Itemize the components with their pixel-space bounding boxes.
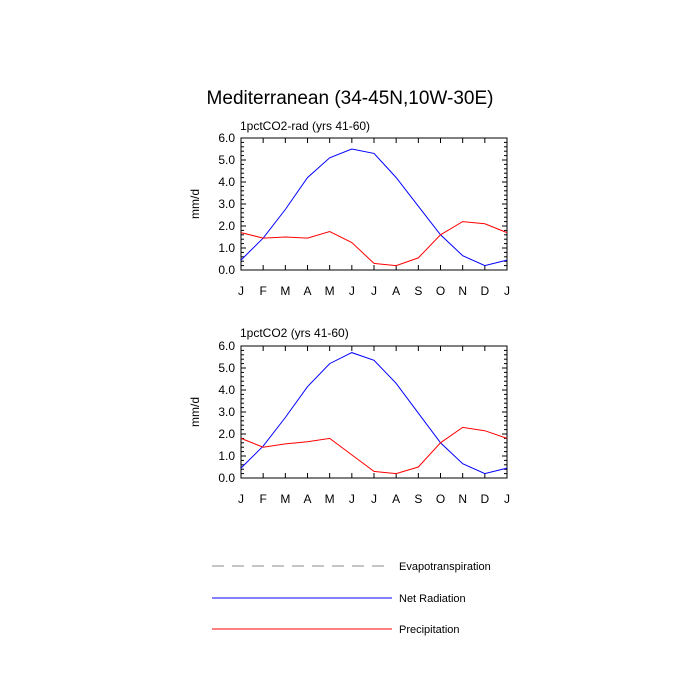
panel-top-ylabel: mm/d xyxy=(188,189,202,219)
panel-top-xtick-label: F xyxy=(259,284,266,298)
legend: Evapotranspiration Net Radiation Precipi… xyxy=(212,561,491,636)
legend-label-evapotranspiration: Evapotranspiration xyxy=(399,561,491,573)
panel-bottom-xtick-label: F xyxy=(259,492,266,506)
panel-bottom-ytick-label: 3.0 xyxy=(218,405,235,419)
legend-label-precipitation: Precipitation xyxy=(399,624,460,636)
panel-bottom-xtick-label: M xyxy=(280,492,290,506)
panel-bottom-subtitle: 1pctCO2 (yrs 41-60) xyxy=(240,326,349,340)
panel-bottom-xtick-label: M xyxy=(325,492,335,506)
panel-bottom-ytick-label: 1.0 xyxy=(218,449,235,463)
panel-bottom-ytick-label: 5.0 xyxy=(218,361,235,375)
legend-label-net-radiation: Net Radiation xyxy=(399,593,466,605)
panel-bottom-xtick-label: A xyxy=(392,492,400,506)
panel-top-xtick-label: A xyxy=(303,284,311,298)
panel-top-xtick-label: M xyxy=(325,284,335,298)
panel-bottom-xtick-label: J xyxy=(349,492,355,506)
panel-bottom-xtick-label: J xyxy=(504,492,510,506)
panel-top-ytick-label: 3.0 xyxy=(218,197,235,211)
panel-top-subtitle: 1pctCO2-rad (yrs 41-60) xyxy=(240,119,370,133)
panel-top-ytick-label: 2.0 xyxy=(218,219,235,233)
panel-bottom-xtick-label: J xyxy=(238,492,244,506)
panel-bottom-frame xyxy=(240,345,508,479)
panel-bottom-xtick-label: O xyxy=(436,492,445,506)
panel-top: 1pctCO2-rad (yrs 41-60) mm/d 0.0 1.0 2.0 3.… xyxy=(188,119,510,298)
panel-bottom-ytick-label: 6.0 xyxy=(218,339,235,353)
panel-bottom: 1pctCO2 (yrs 41-60) mm/d 0.0 1.0 2.0 3.0 4.0… xyxy=(188,326,510,506)
panel-bottom-ytick-label: 2.0 xyxy=(218,427,235,441)
panel-top-xtick-label: J xyxy=(238,284,244,298)
panel-bottom-line-precipitation xyxy=(240,426,508,475)
panel-bottom-xtick-label: N xyxy=(458,492,467,506)
panel-bottom-xtick-label: D xyxy=(480,492,489,506)
panel-bottom-ylabel: mm/d xyxy=(188,397,202,427)
panel-bottom-xtick-label: A xyxy=(303,492,311,506)
panel-top-xtick-label: M xyxy=(280,284,290,298)
panel-top-xtick-label: N xyxy=(458,284,467,298)
panel-bottom-line-net-radiation xyxy=(240,352,508,475)
panel-top-xtick-label: J xyxy=(349,284,355,298)
panel-top-ytick-label: 5.0 xyxy=(218,153,235,167)
panel-bottom-xtick-label: J xyxy=(371,492,377,506)
panel-top-ytick-label: 0.0 xyxy=(218,263,235,277)
panel-bottom-xtick-label: S xyxy=(414,492,422,506)
panel-top-ytick-label: 1.0 xyxy=(218,241,235,255)
panel-top-ytick-label: 6.0 xyxy=(218,131,235,145)
chart-title: Mediterranean (34-45N,10W-30E) xyxy=(207,88,494,109)
panel-top-xtick-label: A xyxy=(392,284,400,298)
panel-top-xtick-label: J xyxy=(504,284,510,298)
panel-bottom-ytick-label: 4.0 xyxy=(218,383,235,397)
panel-top-xtick-label: S xyxy=(414,284,422,298)
panel-top-line-net-radiation xyxy=(240,148,508,267)
panel-top-xtick-label: D xyxy=(480,284,489,298)
panel-bottom-ytick-label: 0.0 xyxy=(218,471,235,485)
panel-top-xtick-label: O xyxy=(436,284,445,298)
panel-top-xtick-label: J xyxy=(371,284,377,298)
panel-top-line-precipitation xyxy=(240,221,508,267)
panel-top-ytick-label: 4.0 xyxy=(218,175,235,189)
panel-top-frame xyxy=(240,137,508,271)
